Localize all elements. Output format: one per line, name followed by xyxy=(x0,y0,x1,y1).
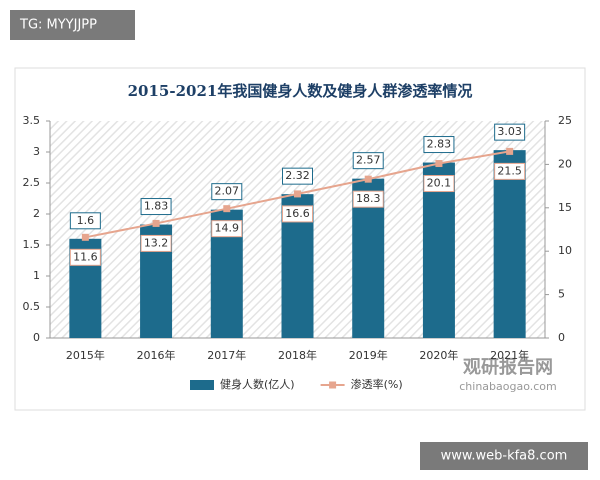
watermark-box xyxy=(420,442,588,470)
bar-label: 1.6 xyxy=(77,214,95,227)
y-tick-label: 2 xyxy=(33,207,40,220)
y-tick-label: 0 xyxy=(33,331,40,344)
y2-tick-label: 10 xyxy=(558,244,572,257)
y-tick-label: 0.5 xyxy=(23,300,41,313)
marker xyxy=(506,147,514,155)
line-label: 13.2 xyxy=(144,236,169,249)
y2-tick-label: 0 xyxy=(558,331,565,344)
legend-label: 渗透率(%) xyxy=(351,377,403,391)
bar-label: 2.57 xyxy=(356,154,381,167)
label-box xyxy=(69,248,101,266)
label-box xyxy=(494,123,526,141)
legend-label: 健身人数(亿人) xyxy=(220,377,295,391)
line-label: 16.6 xyxy=(285,207,310,220)
logo-url: chinabaogao.com xyxy=(459,380,557,393)
marker xyxy=(435,160,443,168)
x-tick-label: 2015年 xyxy=(66,348,105,362)
x-tick-label: 2020年 xyxy=(419,348,458,362)
marker xyxy=(223,205,231,213)
watermark-box xyxy=(10,10,135,40)
marker xyxy=(294,190,301,198)
x-tick-label: 2018年 xyxy=(278,348,317,362)
marker xyxy=(152,219,160,227)
legend-swatch xyxy=(329,381,337,389)
bar-label: 3.03 xyxy=(497,125,522,138)
y-tick-label: 1 xyxy=(33,269,40,282)
bar-label: 1.83 xyxy=(144,200,169,213)
marker xyxy=(364,175,372,183)
bar-label: 2.07 xyxy=(215,185,240,198)
bar xyxy=(493,150,526,338)
bar-label: 2.83 xyxy=(427,138,452,151)
label-box xyxy=(352,190,384,208)
y-tick-label: 1.5 xyxy=(23,238,41,251)
y2-tick-label: 15 xyxy=(558,201,572,214)
line-label: 14.9 xyxy=(215,222,240,235)
y-tick-label: 3 xyxy=(33,145,40,158)
watermark: TG: MYYJJPP xyxy=(19,18,97,33)
y-tick-label: 3.5 xyxy=(23,114,41,127)
label-box xyxy=(423,175,455,193)
x-tick-label: 2017年 xyxy=(207,348,246,362)
y2-tick-label: 25 xyxy=(558,114,572,127)
x-tick-label: 2019年 xyxy=(349,348,388,362)
line-label: 20.1 xyxy=(427,177,452,190)
label-box xyxy=(282,167,313,185)
marker xyxy=(81,233,89,241)
label-box xyxy=(352,152,384,170)
logo: 观研报告网 xyxy=(463,356,553,378)
bar-label: 2.32 xyxy=(285,169,310,182)
label-box xyxy=(69,212,101,230)
label-box xyxy=(494,162,526,180)
x-tick-label: 2021年 xyxy=(490,348,529,362)
label-box xyxy=(423,136,455,154)
y2-tick-label: 20 xyxy=(558,157,572,170)
label-box xyxy=(140,198,172,216)
x-tick-label: 2016年 xyxy=(137,348,176,362)
label-box xyxy=(282,205,313,223)
label-box xyxy=(140,234,172,252)
watermark: www.web-kfa8.com xyxy=(441,449,568,464)
line-label: 21.5 xyxy=(497,164,522,177)
y-tick-label: 2.5 xyxy=(23,176,41,189)
line-label: 18.3 xyxy=(356,192,381,205)
legend-swatch xyxy=(190,380,214,390)
y2-tick-label: 5 xyxy=(558,288,565,301)
label-box xyxy=(211,220,243,238)
label-box xyxy=(211,183,243,201)
chart-title: 2015-2021年我国健身人数及健身人群渗透率情况 xyxy=(128,82,473,100)
line-label: 11.6 xyxy=(73,250,98,263)
